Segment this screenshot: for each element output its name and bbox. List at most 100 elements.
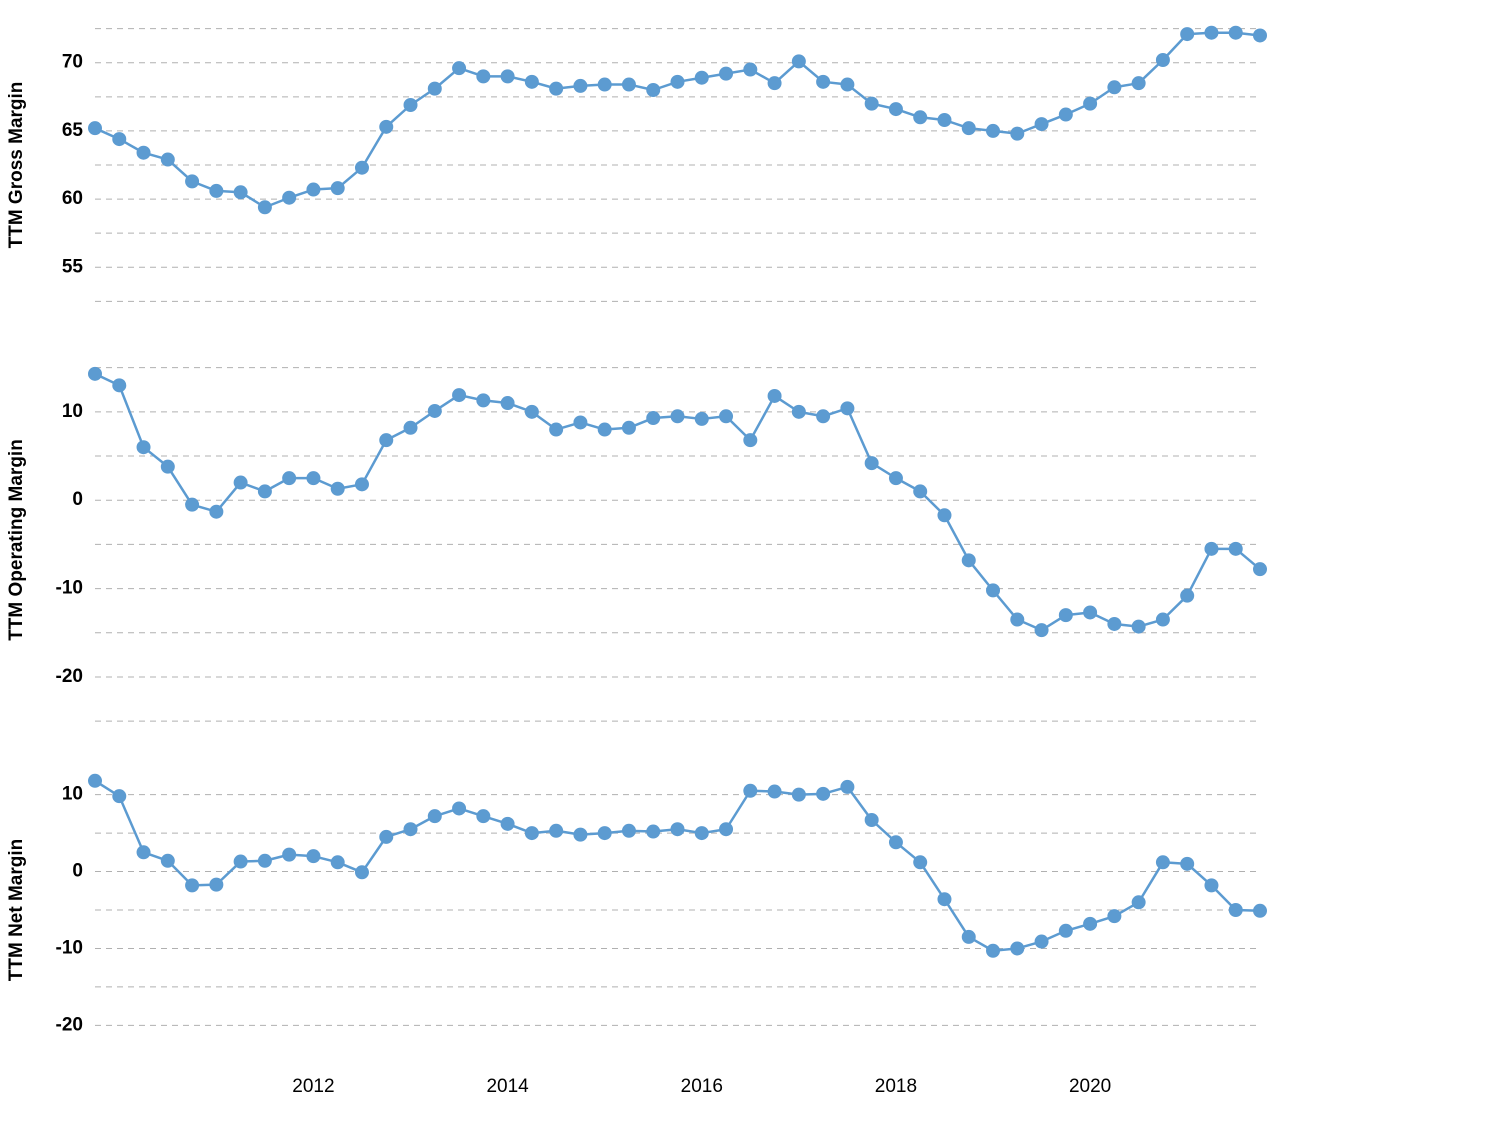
y-axis-label: TTM Net Margin [6,839,27,982]
data-point [258,201,271,214]
data-point [1059,108,1072,121]
data-point [380,830,393,843]
data-point [477,810,490,823]
x-tick-label: 2018 [875,1076,917,1097]
data-point [720,823,733,836]
data-point [720,67,733,80]
data-point [744,784,757,797]
data-point [768,785,781,798]
data-point [307,183,320,196]
data-point [1229,904,1242,917]
y-tick-label: 70 [62,52,83,73]
data-point [865,814,878,827]
data-point [186,879,199,892]
data-point [1181,28,1194,41]
y-tick-label: 55 [62,256,84,277]
data-point [234,476,247,489]
data-point [113,790,126,803]
data-point [525,75,538,88]
data-point [622,421,635,434]
data-point [477,394,490,407]
data-point [1229,26,1242,39]
data-point [1205,542,1218,555]
data-point [404,99,417,112]
data-point [841,402,854,415]
data-point [574,416,587,429]
data-point [550,824,563,837]
data-point [258,485,271,498]
data-point [598,423,611,436]
data-point [89,774,102,787]
chart-container: 55606570TTM Gross Margin-20-10010TTM Ope… [0,0,1488,1138]
data-point [962,122,975,135]
data-point [331,182,344,195]
x-tick-label: 2014 [486,1076,529,1097]
data-point [1254,904,1267,917]
data-point [1132,896,1145,909]
data-point [525,405,538,418]
data-point [477,70,490,83]
data-point [501,397,514,410]
data-point [1181,589,1194,602]
data-point [865,97,878,110]
data-point [574,79,587,92]
data-point [1084,606,1097,619]
data-point [380,434,393,447]
data-point [1084,917,1097,930]
data-point [137,441,150,454]
data-point [817,787,830,800]
data-point [1108,910,1121,923]
data-point [1059,924,1072,937]
data-point [695,71,708,84]
x-tick-label: 2020 [1069,1076,1111,1097]
data-point [1205,879,1218,892]
data-point [841,78,854,91]
data-point [1205,26,1218,39]
data-point [307,472,320,485]
y-axis-label: TTM Operating Margin [6,439,27,641]
y-tick-label: -20 [56,1014,83,1035]
y-tick-label: 60 [62,188,83,209]
data-point [987,944,1000,957]
data-point [720,410,733,423]
data-point [355,478,368,491]
data-point [210,184,223,197]
data-point [647,825,660,838]
data-point [962,930,975,943]
data-point [186,498,199,511]
data-point [671,823,684,836]
data-point [1132,77,1145,90]
data-point [355,161,368,174]
data-point [938,509,951,522]
data-point [914,485,927,498]
data-point [671,75,684,88]
data-point [914,111,927,124]
data-point [889,472,902,485]
data-point [622,78,635,91]
data-point [1011,127,1024,140]
data-point [550,82,563,95]
data-point [404,823,417,836]
data-point [1181,857,1194,870]
y-tick-label: 10 [62,784,83,805]
x-tick-label: 2012 [292,1076,334,1097]
data-point [453,62,466,75]
data-point [1254,29,1267,42]
data-point [671,410,684,423]
data-point [744,434,757,447]
data-point [258,854,271,867]
data-point [1035,118,1048,131]
data-point [1156,613,1169,626]
data-point [817,75,830,88]
data-point [1156,54,1169,67]
data-point [768,389,781,402]
data-point [938,893,951,906]
data-point [428,82,441,95]
data-point [550,423,563,436]
data-point [647,412,660,425]
data-point [598,827,611,840]
data-point [1229,542,1242,555]
chart-svg: 55606570TTM Gross Margin-20-10010TTM Ope… [0,0,1488,1138]
data-point [1132,620,1145,633]
data-point [283,472,296,485]
